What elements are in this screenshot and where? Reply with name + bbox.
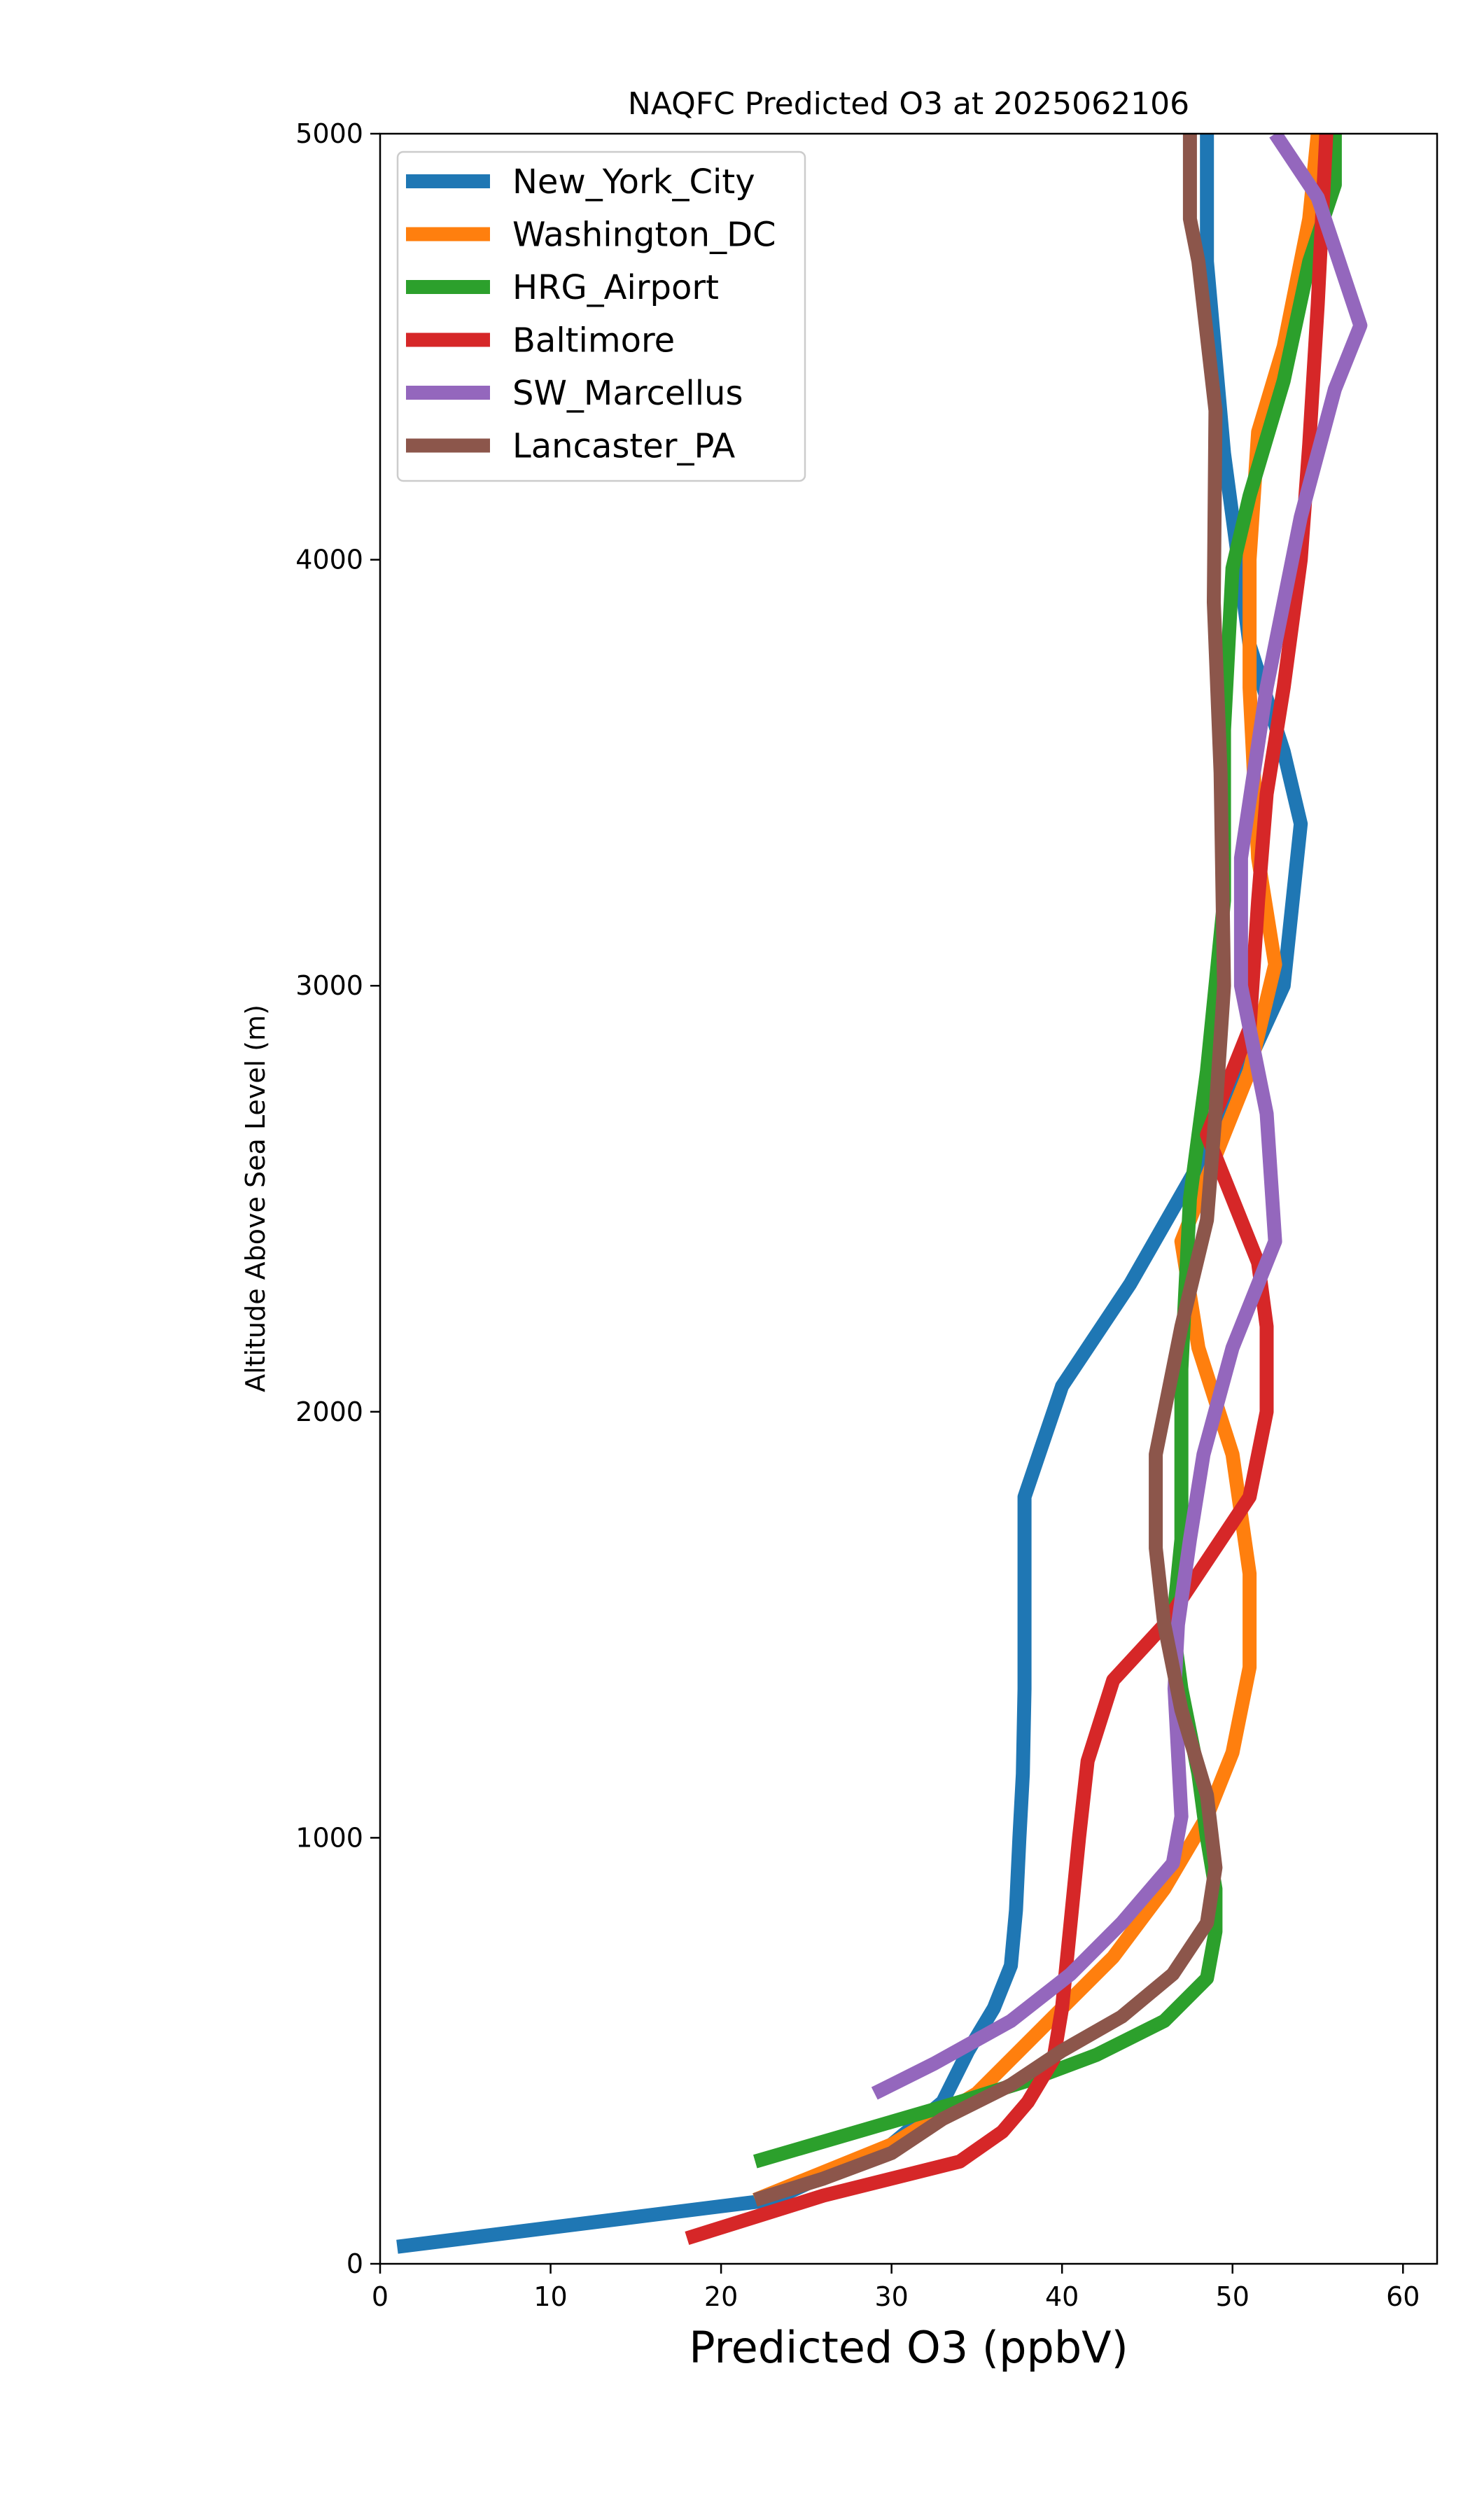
legend-box xyxy=(396,150,806,482)
legend-label: SW_Marcellus xyxy=(512,374,743,413)
y-tick-label: 3000 xyxy=(295,970,363,1001)
y-tick-label: 4000 xyxy=(295,545,363,575)
series-line-baltimore xyxy=(685,134,1334,2246)
x-tick-label: 0 xyxy=(372,2281,388,2312)
x-axis-label: Predicted O3 (ppbV) xyxy=(689,2322,1128,2373)
legend-label: Lancaster_PA xyxy=(512,427,735,466)
y-tick-label: 0 xyxy=(346,2248,363,2279)
x-tick-label: 50 xyxy=(1216,2281,1250,2312)
y-tick-label: 1000 xyxy=(295,1822,363,1853)
legend-label: HRG_Airport xyxy=(512,268,719,307)
y-tick-label: 5000 xyxy=(295,118,363,149)
y-tick-label: 2000 xyxy=(295,1396,363,1427)
legend-label: Washington_DC xyxy=(512,216,776,255)
series-line-lancaster-pa xyxy=(752,134,1231,2207)
y-axis-ticks: 0 1000 2000 3000 4000 5000 xyxy=(295,118,380,2279)
x-tick-label: 60 xyxy=(1386,2281,1420,2312)
y-axis-label: Altitude Above Sea Level (m) xyxy=(240,1004,271,1392)
series-line-washington-dc xyxy=(752,134,1325,2206)
legend-label: Baltimore xyxy=(512,321,675,360)
series-line-sw-marcellus xyxy=(871,134,1368,2100)
x-axis-ticks: 0 10 20 30 40 50 60 xyxy=(372,2264,1420,2312)
legend-label: New_York_City xyxy=(512,162,755,202)
chart-title: NAQFC Predicted O3 at 2025062106 xyxy=(628,86,1189,122)
x-tick-label: 40 xyxy=(1045,2281,1079,2312)
series-layer xyxy=(396,134,1368,2254)
legend: New_York_City Washington_DC HRG_Airport Bal… xyxy=(396,150,806,482)
series-line-hrg-airport xyxy=(753,134,1342,2169)
plot-frame xyxy=(379,132,1438,2265)
x-tick-label: 30 xyxy=(874,2281,908,2312)
x-tick-label: 20 xyxy=(704,2281,738,2312)
x-tick-label: 10 xyxy=(533,2281,567,2312)
